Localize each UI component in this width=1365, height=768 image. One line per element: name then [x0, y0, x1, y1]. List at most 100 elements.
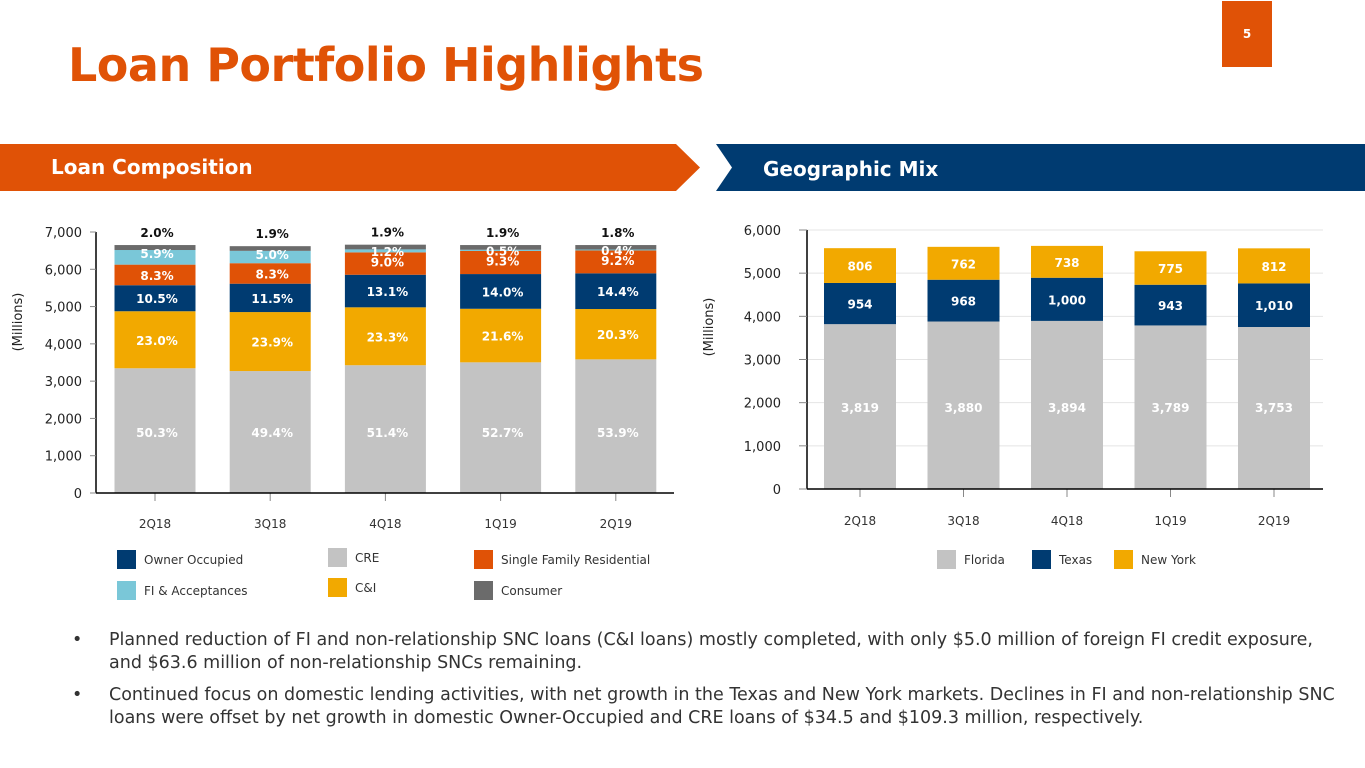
- y-tick-label: 3,000: [45, 375, 82, 390]
- x-tick-label: 3Q18: [254, 517, 286, 531]
- bar-segment-candi: [114, 311, 196, 369]
- legend-label: CRE: [355, 550, 380, 565]
- bullet-text: Planned reduction of FI and non-relation…: [109, 630, 1313, 673]
- loan-composition-banner: Loan Composition: [0, 144, 700, 191]
- y-tick-label: 0: [74, 487, 82, 502]
- legend-label: Owner Occupied: [144, 552, 244, 567]
- bar-segment-label: 954: [847, 298, 872, 312]
- bar-segment-label: 806: [847, 260, 872, 274]
- x-tick-label: 2Q19: [600, 517, 632, 531]
- bar-segment-label: 8.3%: [140, 269, 173, 283]
- legend-label: Consumer: [501, 583, 563, 598]
- legend-swatch: [1114, 550, 1133, 569]
- geographic-mix-banner: Geographic Mix: [716, 144, 1365, 191]
- bullet-list: • Planned reduction of FI and non-relati…: [72, 629, 1342, 739]
- bar-segment-label: 3,819: [841, 401, 879, 415]
- y-tick-label: 0: [773, 483, 781, 498]
- legend-swatch: [1032, 550, 1051, 569]
- bar-segment-label: 23.3%: [367, 330, 409, 344]
- geographic-mix-title: Geographic Mix: [763, 157, 939, 181]
- legend-swatch: [328, 578, 347, 597]
- bar-segment-texas: [1134, 284, 1207, 326]
- x-tick-label: 2Q19: [1258, 514, 1290, 528]
- bar-segment-new-york: [824, 248, 896, 283]
- legend-swatch: [117, 550, 136, 569]
- bar-segment-label: 49.4%: [251, 426, 293, 440]
- legend-item-texas: Texas: [1032, 550, 1092, 569]
- bar-segment-owner-occupied: [229, 283, 311, 313]
- bar-segment-texas: [1238, 283, 1310, 327]
- bar-segment-label: 762: [951, 257, 976, 271]
- y-tick-label: 3,000: [744, 354, 781, 369]
- y-tick-label: 5,000: [744, 267, 781, 282]
- bullet-icon: •: [72, 630, 83, 650]
- bar-segment-label: 1,000: [1048, 293, 1086, 307]
- bar-segment-label: 3,753: [1255, 401, 1293, 415]
- bar-segment-label: 11.5%: [251, 292, 293, 306]
- y-tick-label: 6,000: [744, 224, 781, 239]
- bar-segment-label: 23.9%: [251, 336, 293, 350]
- banner-arrow-shape-left: [0, 144, 700, 191]
- bar-segment-candi: [229, 312, 311, 372]
- bar-segment-new-york: [1031, 245, 1103, 278]
- bar-segment-label: 943: [1158, 299, 1183, 313]
- y-axis-title: (Millions): [11, 293, 26, 352]
- bar-segment-new-york: [927, 246, 1000, 280]
- bar-segment-label: 0.5%: [486, 244, 519, 258]
- legend-item-florida: Florida: [937, 550, 1005, 569]
- legend-swatch: [937, 550, 956, 569]
- geographic-mix-chart-svg: 0 1,000 2,000 3,000 4,000 5,000 6,000 (Millions…: [702, 224, 1323, 528]
- bar-segment-owner-occupied: [575, 273, 657, 310]
- y-tick-label: 7,000: [45, 226, 82, 241]
- x-tick-label: 1Q19: [484, 517, 516, 531]
- loan-composition-title: Loan Composition: [51, 155, 253, 179]
- bullet-item: • Planned reduction of FI and non-relati…: [72, 629, 1342, 675]
- legend-label: New York: [1141, 552, 1196, 567]
- legend-label: C&I: [355, 580, 377, 595]
- x-tick-label: 2Q18: [139, 517, 171, 531]
- bar-segment-label: 9.3%: [486, 255, 519, 269]
- bar-segment-label: 3,789: [1152, 401, 1190, 415]
- bar-segment-cre: [460, 362, 542, 493]
- bar-segment-owner-occupied: [460, 274, 542, 309]
- bar-segment-label: 21.6%: [482, 330, 524, 344]
- bar-segment-fi-and-acceptances: [114, 250, 196, 265]
- y-tick-label: 2,000: [744, 397, 781, 412]
- bar-top-label: 1.9%: [371, 226, 404, 240]
- bar-segment-label: 52.7%: [482, 426, 524, 440]
- y-tick-label: 4,000: [45, 338, 82, 353]
- legend-item-consumer: Consumer: [474, 581, 562, 600]
- bar-segment-new-york: [1134, 251, 1207, 285]
- bar-segment-label: 775: [1158, 262, 1183, 276]
- x-tick-label: 3Q18: [947, 514, 979, 528]
- bar-segment-consumer: [114, 245, 196, 251]
- y-tick-label: 1,000: [744, 440, 781, 455]
- bar-segment-label: 14.4%: [597, 285, 639, 299]
- bar-segment-consumer: [575, 245, 657, 250]
- bar-segment-florida: [1031, 320, 1103, 489]
- page-title: Loan Portfolio Highlights: [68, 38, 704, 92]
- bar-segment-cre: [114, 368, 196, 493]
- x-tick-label: 1Q19: [1154, 514, 1186, 528]
- bar-segment-cre: [229, 371, 311, 493]
- bar-top-label: 1.9%: [256, 227, 289, 241]
- bar-segment-single-family-residential: [344, 252, 426, 275]
- bar-segment-label: 53.9%: [597, 426, 639, 440]
- bar-segment-label: 5.9%: [140, 247, 173, 261]
- bar-segment-label: 14.0%: [482, 285, 524, 299]
- bar-segment-single-family-residential: [229, 263, 311, 284]
- bar-top-label: 1.8%: [601, 226, 634, 240]
- legend-item-new-york: New York: [1114, 550, 1196, 569]
- bar-segment-florida: [1238, 326, 1310, 489]
- bar-segment-label: 0.4%: [601, 244, 634, 258]
- legend-item-cre: CRE: [328, 548, 379, 567]
- bar-segment-florida: [1134, 325, 1207, 489]
- bullet-item: • Continued focus on domestic lending ac…: [72, 684, 1342, 730]
- bar-segment-candi: [460, 308, 542, 363]
- bar-segment-texas: [927, 279, 1000, 322]
- bar-segment-owner-occupied: [344, 274, 426, 308]
- page-number-badge: 5: [1222, 1, 1272, 67]
- bar-segment-florida: [927, 321, 1000, 489]
- bar-segment-label: 1,010: [1255, 299, 1293, 313]
- bar-segment-texas: [1031, 277, 1103, 321]
